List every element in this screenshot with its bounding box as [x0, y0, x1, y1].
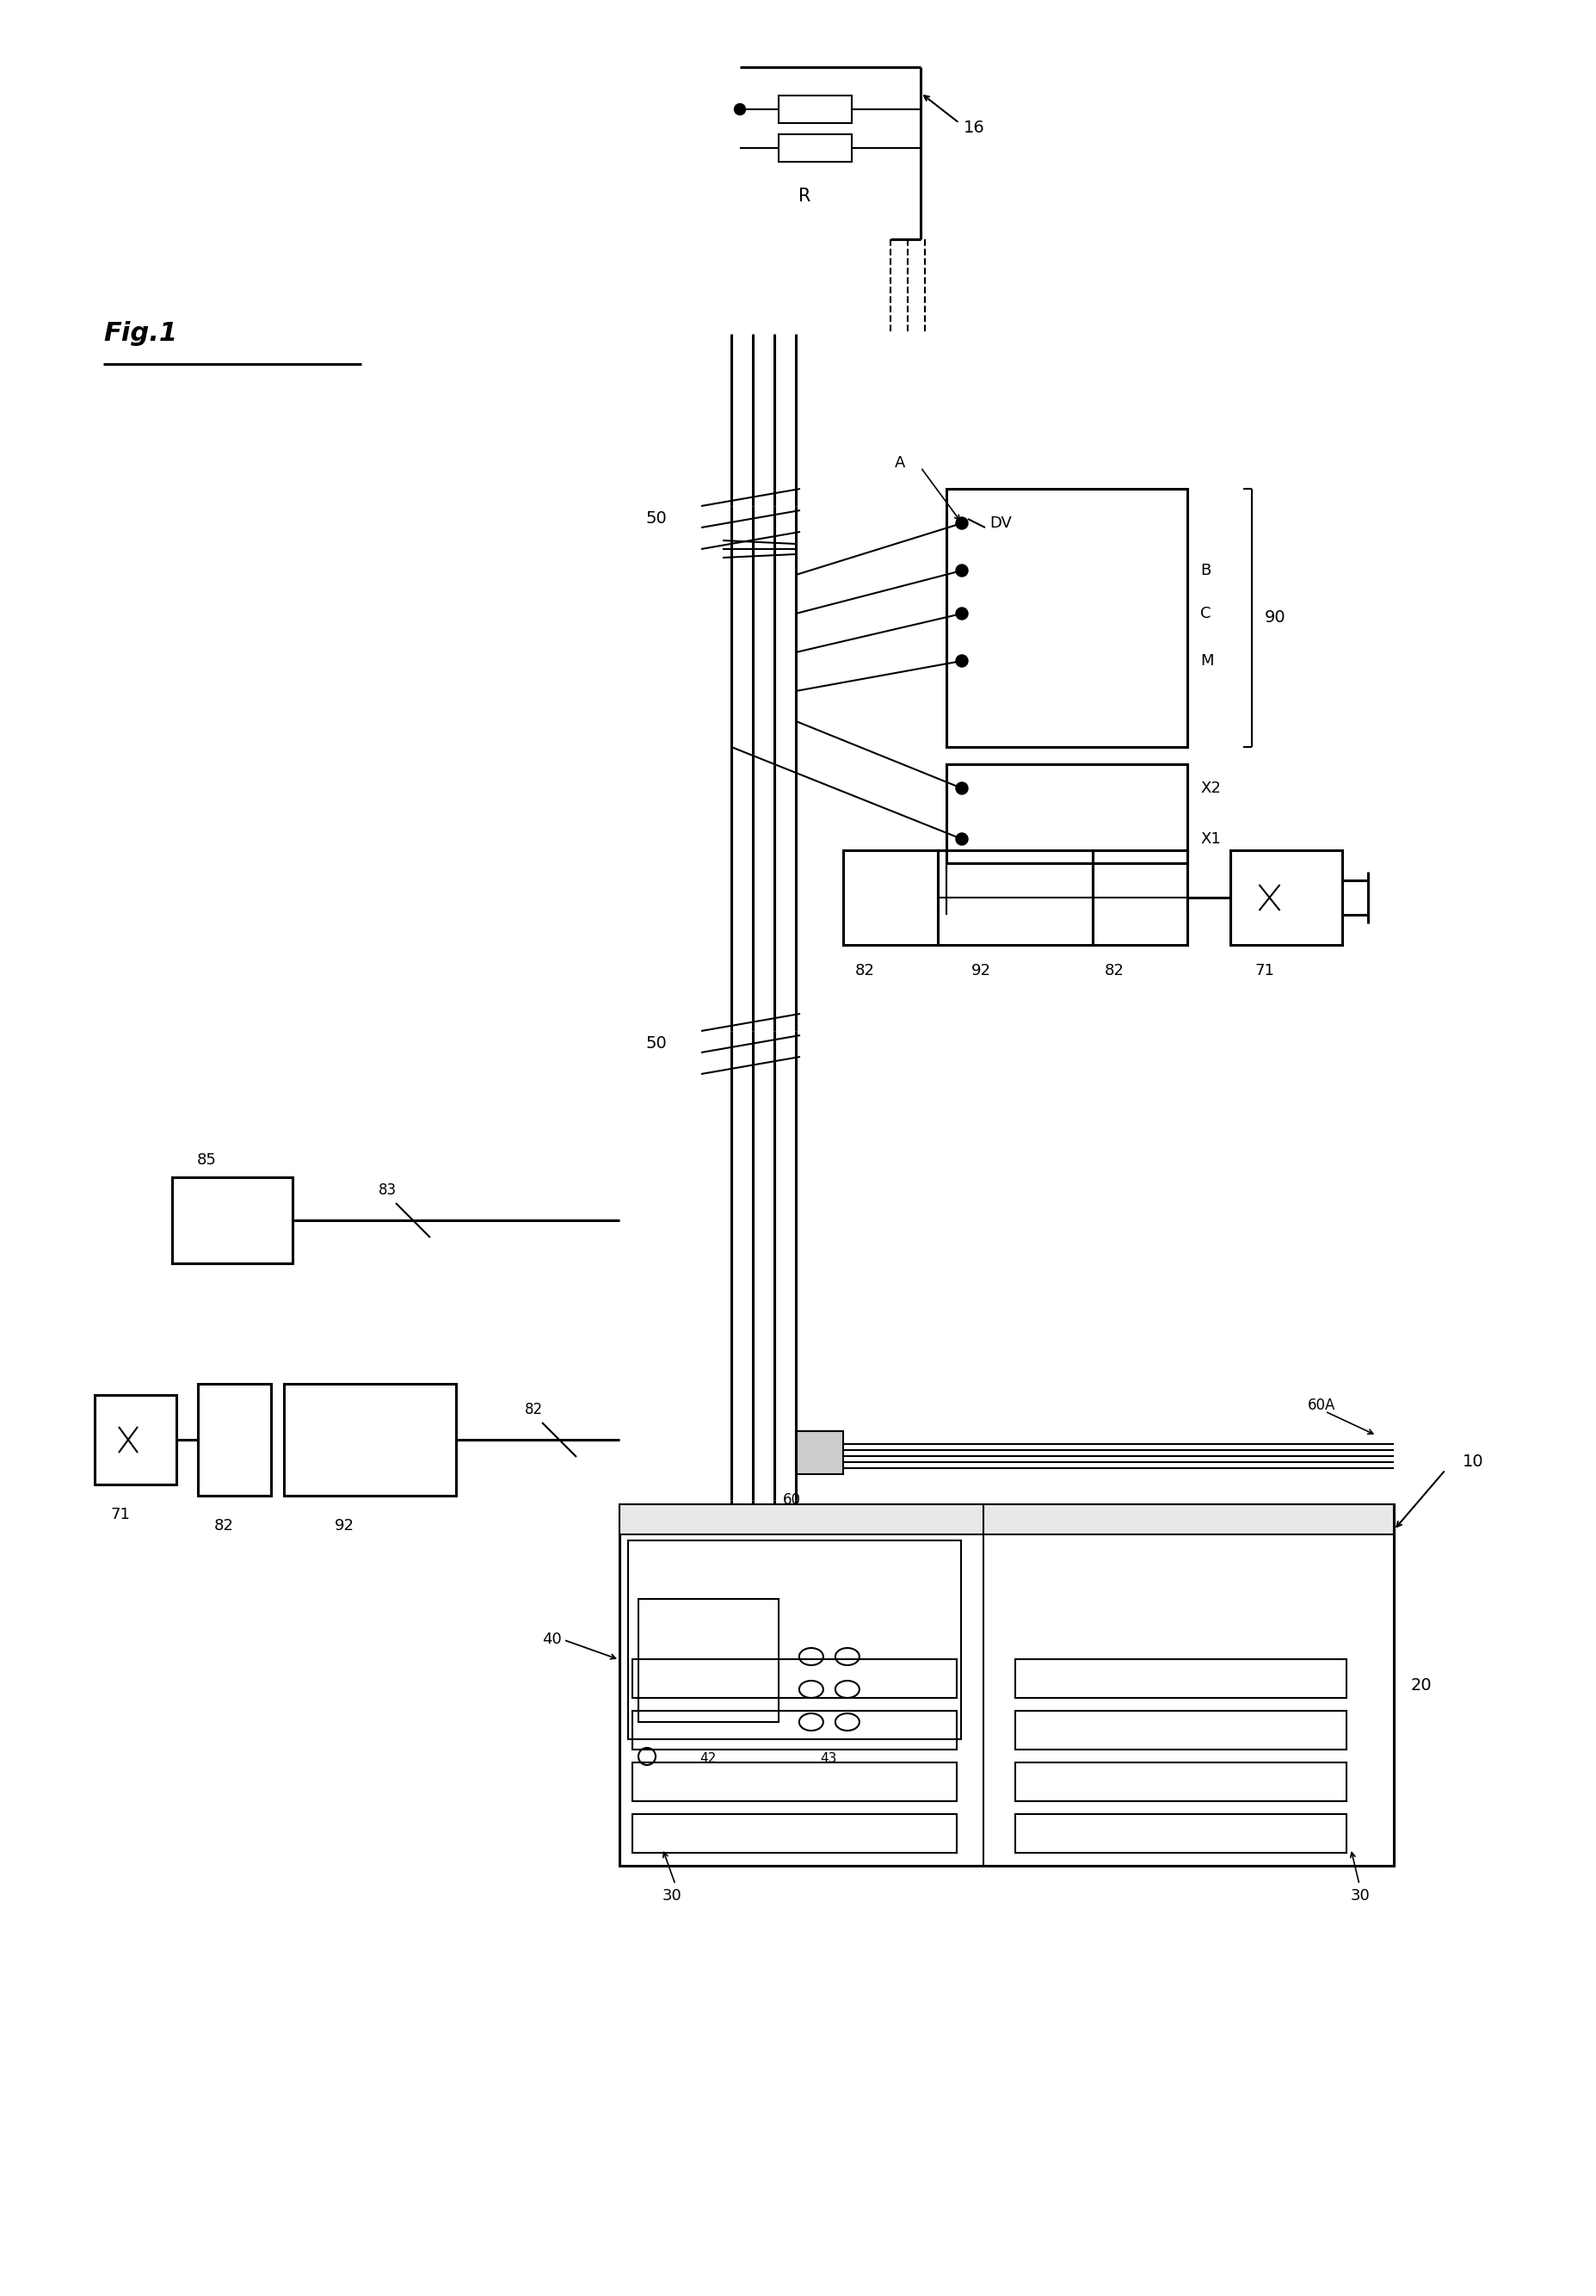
Text: R: R: [798, 188, 811, 204]
Text: DV: DV: [990, 517, 1012, 530]
Bar: [1015, 1711, 1345, 1750]
Text: 90: 90: [1264, 611, 1285, 627]
Text: 83: 83: [378, 1182, 396, 1199]
Circle shape: [956, 517, 967, 530]
Text: C: C: [1200, 606, 1210, 622]
Text: 82: 82: [854, 962, 875, 978]
Bar: [632, 1711, 956, 1750]
Bar: [619, 1504, 1393, 1867]
Text: 82: 82: [1104, 962, 1124, 978]
Text: 82: 82: [525, 1403, 543, 1417]
Text: 82: 82: [214, 1518, 233, 1534]
Text: B: B: [1200, 563, 1210, 579]
Text: X2: X2: [1200, 781, 1219, 797]
Ellipse shape: [798, 1681, 824, 1699]
Bar: [1229, 850, 1342, 946]
Text: Fig.1: Fig.1: [104, 321, 177, 347]
Text: 40: 40: [541, 1632, 562, 1649]
Bar: [1015, 1660, 1345, 1699]
Ellipse shape: [798, 1713, 824, 1731]
Bar: [94, 1396, 176, 1486]
Text: A: A: [894, 455, 905, 471]
Circle shape: [638, 1747, 656, 1766]
Text: 92: 92: [334, 1518, 354, 1534]
Bar: [1015, 1763, 1345, 1800]
Text: 60: 60: [782, 1492, 801, 1508]
Text: 30: 30: [662, 1887, 681, 1903]
Bar: [198, 1384, 271, 1495]
Text: 42: 42: [699, 1752, 717, 1766]
Bar: [779, 96, 851, 124]
Bar: [627, 1541, 961, 1738]
Circle shape: [734, 103, 745, 115]
Bar: [632, 1660, 956, 1699]
Text: 50: 50: [645, 510, 666, 528]
Text: X1: X1: [1200, 831, 1219, 847]
Bar: [779, 133, 851, 161]
Text: 10: 10: [1462, 1453, 1483, 1469]
Ellipse shape: [835, 1649, 859, 1665]
Text: 85: 85: [196, 1153, 215, 1169]
Text: 30: 30: [1350, 1887, 1369, 1903]
Ellipse shape: [798, 1649, 824, 1665]
Bar: [946, 489, 1187, 746]
Bar: [619, 1504, 1393, 1534]
Text: M: M: [1200, 652, 1213, 668]
Bar: [632, 1763, 956, 1800]
Text: 20: 20: [1411, 1676, 1432, 1692]
Bar: [632, 1814, 956, 1853]
Circle shape: [956, 654, 967, 666]
Text: 43: 43: [820, 1752, 836, 1766]
Bar: [937, 850, 1092, 946]
Bar: [1092, 850, 1187, 946]
Text: 16: 16: [962, 119, 985, 135]
Bar: [795, 1430, 843, 1474]
Bar: [1015, 1814, 1345, 1853]
Text: 50: 50: [645, 1035, 666, 1052]
Bar: [172, 1178, 292, 1263]
Text: 71: 71: [1254, 962, 1274, 978]
Bar: [284, 1384, 456, 1495]
Bar: [638, 1598, 777, 1722]
Text: 60A: 60A: [1307, 1398, 1334, 1412]
Bar: [843, 850, 937, 946]
Ellipse shape: [835, 1681, 859, 1699]
Circle shape: [956, 608, 967, 620]
Bar: [946, 765, 1187, 863]
Circle shape: [956, 833, 967, 845]
Circle shape: [956, 565, 967, 576]
Circle shape: [956, 783, 967, 794]
Text: 71: 71: [110, 1506, 131, 1522]
Text: 92: 92: [970, 962, 990, 978]
Ellipse shape: [835, 1713, 859, 1731]
